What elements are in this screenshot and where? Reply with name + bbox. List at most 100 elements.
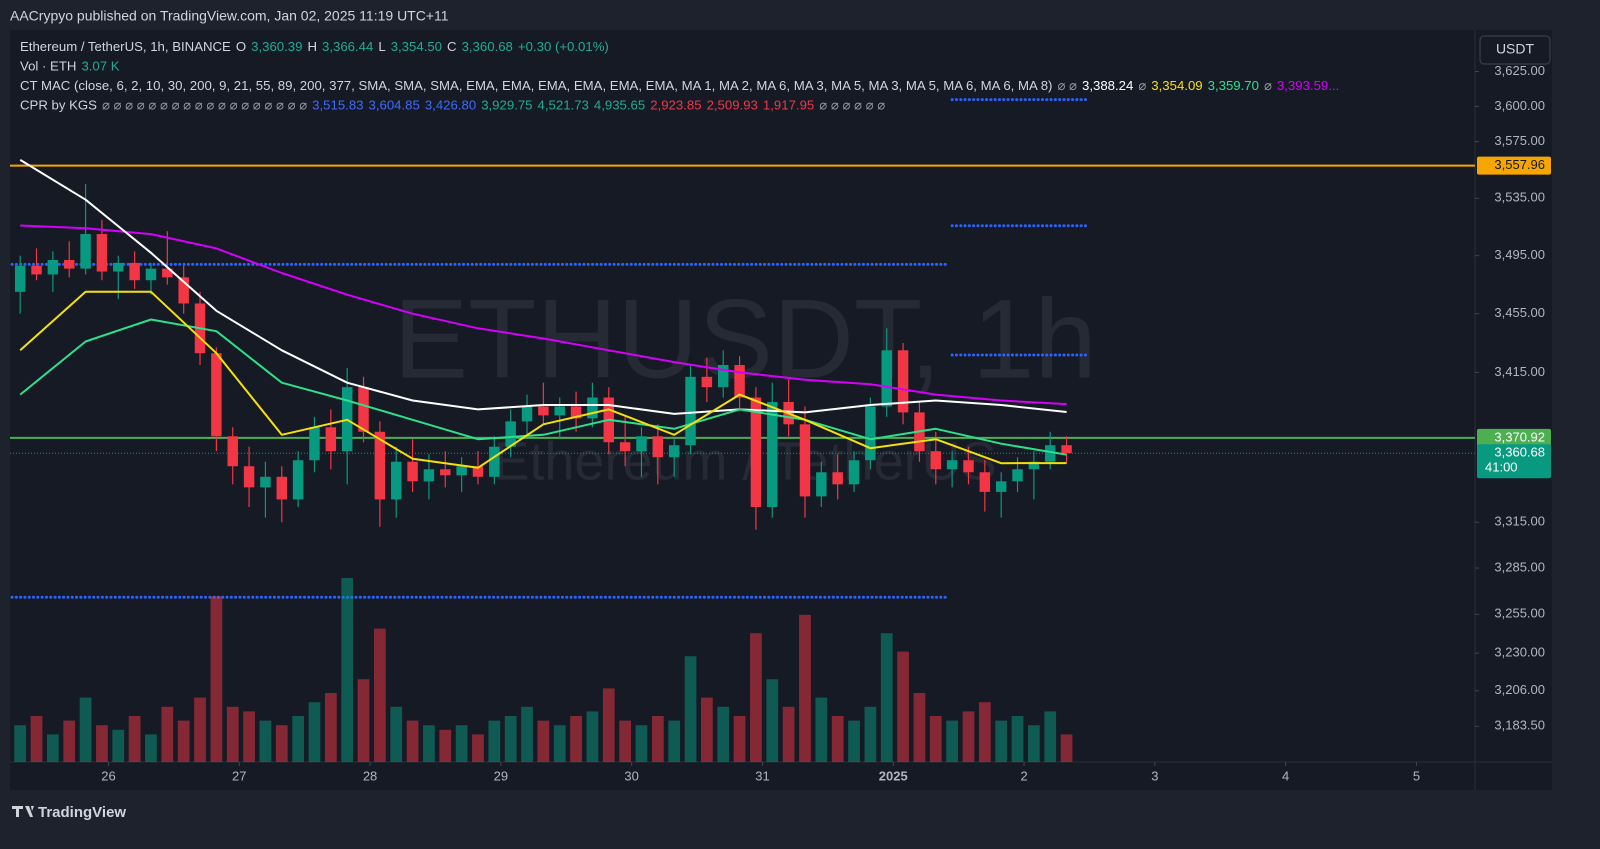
candle-body (701, 376, 713, 388)
candle-body (505, 421, 516, 447)
legend-item: 2,509.93 (707, 98, 758, 113)
legend-row: Ethereum / TetherUS, 1h, BINANCE O 3,360.3… (20, 39, 609, 54)
volume-bar (177, 720, 190, 762)
volume-bar (292, 716, 305, 762)
x-tick-label: 4 (1282, 768, 1289, 783)
legend-item: Vol · ETH (20, 59, 76, 74)
volume-bar (962, 711, 975, 762)
candle-body (538, 406, 549, 416)
candle-body (1012, 469, 1023, 482)
x-tick-label: 28 (363, 768, 377, 783)
x-tick-label: 3 (1151, 768, 1158, 783)
legend-row: Vol · ETH 3.07 K (20, 59, 120, 74)
candle-body (995, 481, 1007, 492)
x-tick-label: 2 (1020, 768, 1027, 783)
volume-bar (929, 716, 942, 762)
volume-bar (30, 716, 43, 762)
volume-bar (210, 596, 223, 762)
brand-logo (12, 806, 34, 817)
y-tick-label: 3,415.00 (1494, 364, 1545, 379)
y-tick-label: 3,206.00 (1494, 682, 1545, 697)
candle-body (521, 406, 533, 422)
price-badge-label: 3,370.92 (1494, 429, 1545, 444)
candle-body (685, 376, 696, 446)
legend-item: Ethereum / TetherUS, 1h, BINANCE (20, 39, 231, 54)
legend-item: L (378, 39, 385, 54)
volume-bar (733, 716, 746, 762)
legend-item: 3,426.80 (425, 98, 476, 113)
volume-bar (553, 725, 566, 762)
candle-body (440, 469, 451, 476)
currency-button-label[interactable]: USDT (1496, 41, 1535, 57)
legend-item: ⌀ ⌀ (1057, 78, 1077, 93)
x-tick-label: 30 (624, 768, 638, 783)
legend-item: 4,935.65 (594, 98, 645, 113)
candle-body (717, 365, 729, 388)
volume-bar (684, 656, 697, 762)
y-tick-label: 3,625.00 (1494, 63, 1545, 78)
y-tick-label: 3,230.00 (1494, 645, 1545, 660)
legend: Ethereum / TetherUS, 1h, BINANCE O 3,360.3… (20, 39, 1339, 113)
volume-bar (14, 725, 27, 762)
volume-bar (978, 702, 991, 762)
volume-bar (946, 720, 959, 762)
y-tick-label: 3,495.00 (1494, 247, 1545, 262)
volume-bar (700, 697, 713, 762)
volume-bar (586, 711, 599, 762)
volume-bar (406, 720, 419, 762)
candle-body (799, 424, 811, 497)
candle-body (325, 427, 337, 452)
candle-body (816, 472, 827, 497)
candle-body (162, 268, 173, 278)
legend-item: 3,354.50 (391, 39, 442, 54)
legend-item: CPR by KGS (20, 98, 97, 113)
legend-item: 3,360.68 (462, 39, 513, 54)
legend-item: C (447, 39, 457, 54)
watermark-description: Ethereum / TetherUS (493, 431, 996, 491)
candle-body (930, 451, 942, 470)
price-badge (1477, 156, 1551, 175)
volume-bar (831, 716, 844, 762)
x-tick-label: 2025 (879, 768, 908, 783)
volume-bar (766, 679, 779, 762)
volume-bar (504, 716, 517, 762)
volume-bar (79, 697, 92, 762)
legend-item: 1,917.95 (763, 98, 814, 113)
currency-button[interactable]: USDT (1479, 35, 1551, 65)
candle-body (652, 436, 664, 458)
volume-bar (46, 734, 59, 762)
legend-item: 3,393.59... (1277, 78, 1339, 93)
y-tick-label: 3,183.50 (1494, 718, 1545, 733)
volume-bar (308, 702, 321, 762)
legend-item: ⌀ ⌀ ⌀ ⌀ ⌀ ⌀ (819, 98, 885, 113)
volume-bar (357, 679, 370, 762)
candle-body (178, 277, 189, 304)
legend-item: 3.07 K (81, 59, 119, 74)
candle-body (636, 436, 647, 452)
volume-bar (1027, 725, 1040, 762)
volume-bar (602, 688, 615, 762)
candle-body (767, 401, 778, 508)
candle-body (865, 406, 876, 461)
moving-average (19, 290, 1067, 469)
candle-body (129, 262, 140, 281)
candle-body (1028, 461, 1040, 470)
price-badge (1477, 444, 1551, 479)
candle-body (292, 460, 304, 500)
volume-bar (537, 720, 550, 762)
volume-bar (864, 706, 877, 762)
volume-bar (226, 706, 239, 762)
y-tick-label: 3,535.00 (1494, 190, 1545, 205)
currency-button-frame[interactable] (1479, 35, 1551, 65)
volume-bar (96, 725, 108, 762)
volume-bar (880, 633, 893, 762)
candle-body (211, 353, 222, 437)
volume-bar (750, 633, 762, 762)
candle-body (570, 406, 582, 419)
watermark: ETHUSDT, 1h Ethereum / TetherUS (393, 277, 1096, 492)
candle-body (472, 466, 484, 477)
candle-body (897, 350, 909, 413)
volume-bar (717, 706, 730, 762)
candle-body (750, 397, 762, 508)
volume-bar (112, 729, 125, 762)
